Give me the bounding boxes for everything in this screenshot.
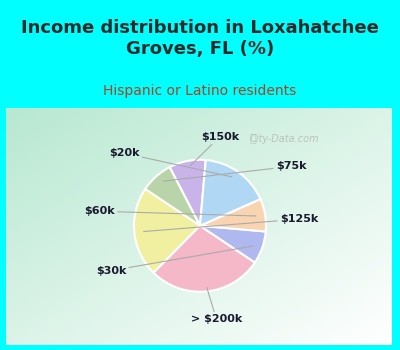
Text: $60k: $60k (84, 206, 256, 216)
Wedge shape (145, 167, 200, 226)
Text: Income distribution in Loxahatchee
Groves, FL (%): Income distribution in Loxahatchee Grove… (21, 19, 379, 58)
Wedge shape (170, 160, 206, 226)
Text: $20k: $20k (109, 148, 232, 177)
Wedge shape (200, 160, 260, 226)
Wedge shape (200, 199, 266, 231)
Text: City-Data.com: City-Data.com (249, 134, 319, 144)
Text: ⦿: ⦿ (250, 134, 256, 144)
Text: Hispanic or Latino residents: Hispanic or Latino residents (103, 84, 297, 98)
Text: $75k: $75k (163, 161, 306, 181)
Text: $125k: $125k (144, 214, 318, 232)
Wedge shape (154, 226, 255, 292)
Text: > $200k: > $200k (191, 287, 242, 324)
Wedge shape (200, 226, 266, 262)
Wedge shape (134, 189, 200, 273)
Text: $150k: $150k (190, 132, 239, 166)
Text: $30k: $30k (96, 246, 253, 276)
